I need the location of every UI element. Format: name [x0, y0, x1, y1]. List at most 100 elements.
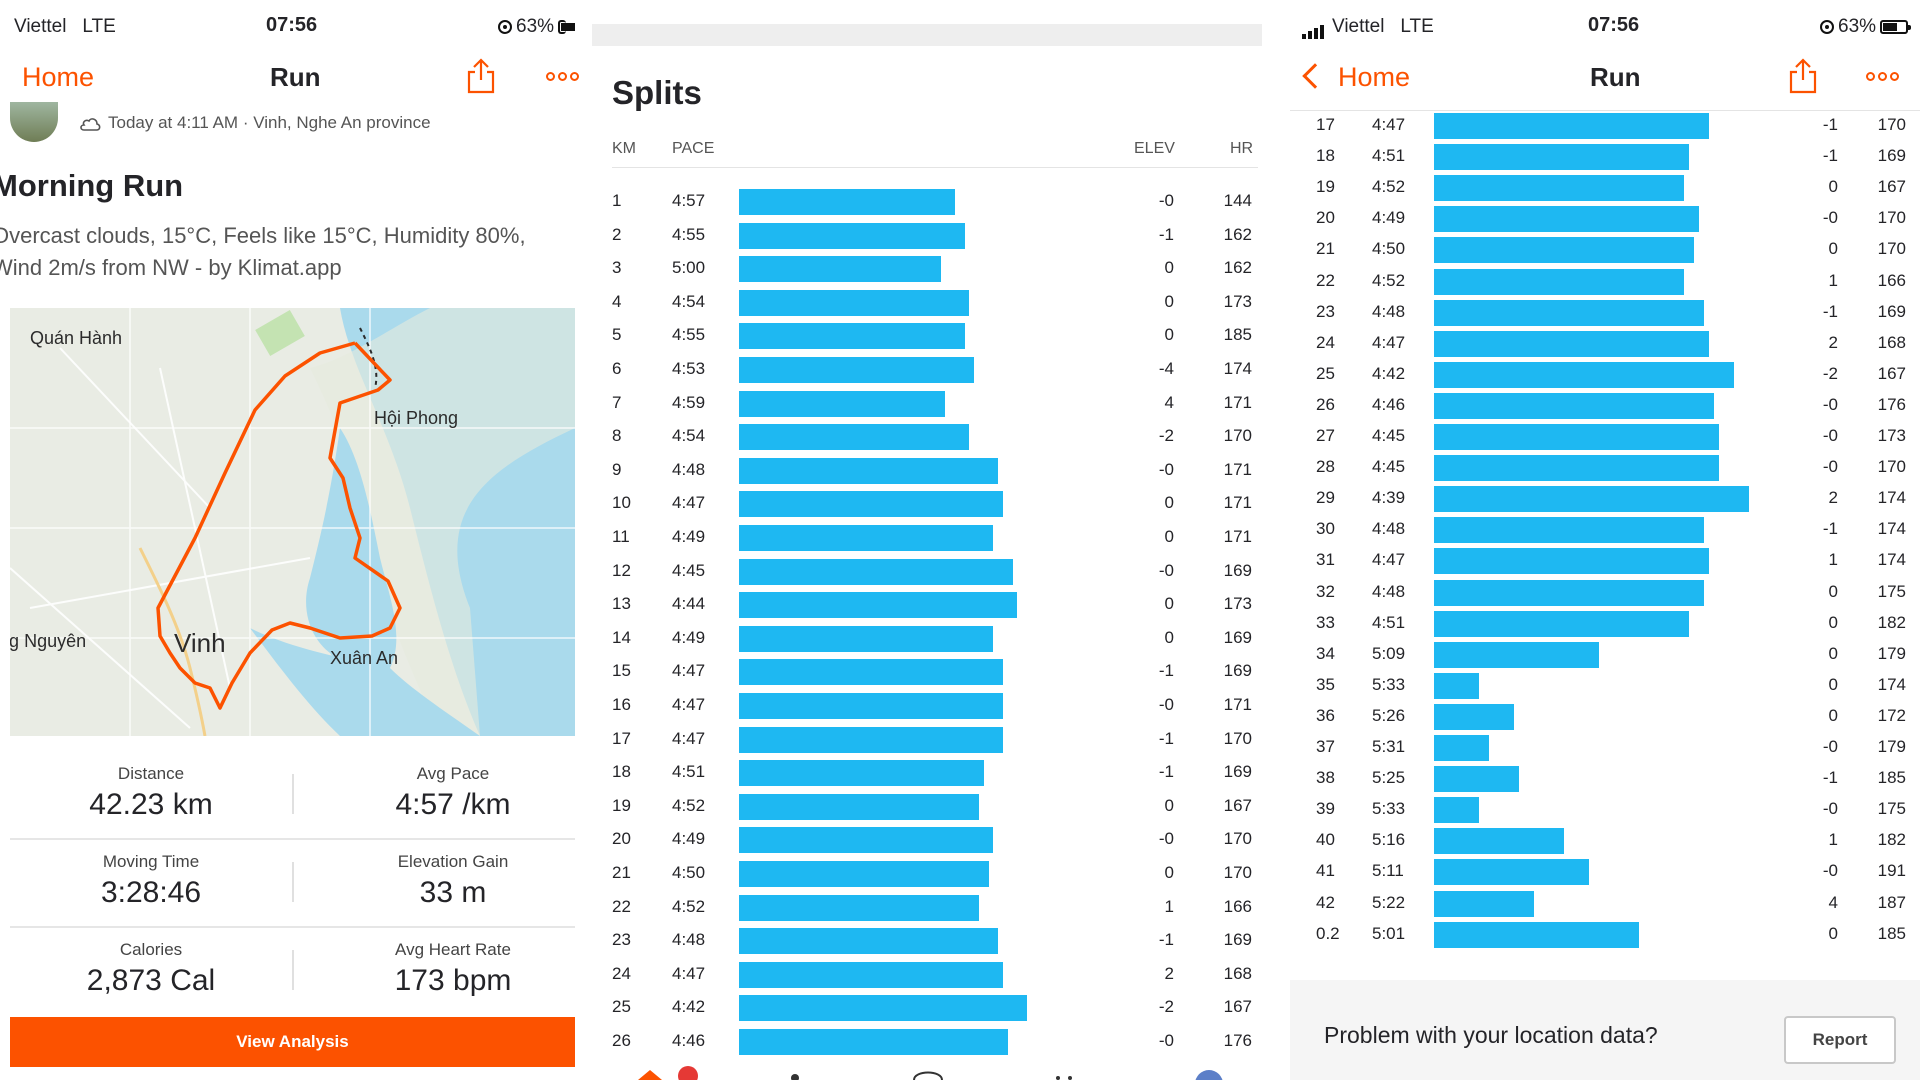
pace-bar: [739, 256, 941, 283]
tab-dot-icon: [791, 1074, 799, 1080]
clock: 07:56: [1588, 14, 1640, 36]
split-km: 15: [612, 661, 631, 681]
split-pace: 5:22: [1372, 892, 1406, 912]
split-hr: 167: [1223, 997, 1252, 1017]
pace-bar: [1434, 237, 1694, 264]
split-pace: 4:55: [672, 325, 706, 345]
split-row: 5 4:55 0 185: [582, 319, 1282, 353]
split-pace: 4:50: [672, 863, 706, 882]
more-options-icon[interactable]: [1866, 72, 1902, 84]
split-elev: -1: [1158, 224, 1174, 244]
split-elev: 0: [1828, 643, 1838, 663]
split-km: 36: [1316, 705, 1335, 725]
split-elev: -1: [1158, 762, 1174, 782]
map-label-vinh: Vinh: [174, 628, 226, 658]
pace-bar: [739, 726, 1003, 753]
pace-bar: [1434, 268, 1684, 295]
split-km: 1: [612, 191, 622, 210]
split-row: 6 4:53 -4 174: [582, 353, 1282, 387]
pace-bar: [739, 928, 999, 955]
split-pace: 4:52: [1372, 177, 1406, 197]
split-km: 6: [612, 359, 622, 378]
split-km: 23: [1316, 301, 1335, 321]
split-km: 40: [1316, 830, 1335, 850]
split-pace: 4:47: [672, 493, 706, 513]
split-pace: 4:48: [672, 459, 706, 479]
stat-value: 4:57 /km: [395, 788, 511, 821]
split-pace: 4:51: [1372, 146, 1406, 166]
split-elev: -0: [1158, 1031, 1174, 1050]
split-hr: 170: [1223, 426, 1252, 446]
split-hr: 173: [1223, 594, 1252, 614]
pace-bar: [739, 592, 1018, 619]
split-elev: -0: [1822, 737, 1838, 756]
pace-bar: [1434, 206, 1699, 233]
split-row: 25 4:42 -2 167: [1282, 358, 1920, 392]
split-pace: 4:54: [672, 291, 706, 311]
pace-bar: [739, 457, 999, 484]
split-row: 16 4:47 -0 171: [582, 689, 1282, 723]
split-hr: 167: [1223, 795, 1252, 815]
split-hr: 170: [1223, 829, 1252, 849]
split-km: 26: [1316, 394, 1335, 414]
split-elev: 0: [1164, 291, 1174, 311]
splits-panel: Splits KM PACE ELEV HR 1 4:57 -0 144 2 4:55 -1…: [582, 0, 1282, 1080]
split-hr: 175: [1877, 581, 1906, 601]
problem-text: Problem with your location data?: [1324, 1022, 1658, 1048]
pace-bar: [739, 995, 1027, 1022]
pace-bar: [1434, 797, 1479, 824]
home-back-link[interactable]: Home: [22, 62, 95, 92]
split-elev: 0: [1164, 325, 1174, 345]
split-pace: 4:47: [1372, 332, 1406, 352]
route-map[interactable]: Quán Hành Hội Phong Hưng Nguyên Vinh Xuâ…: [10, 308, 575, 736]
split-row: 21 4:50 0 170: [1282, 233, 1920, 267]
avatar[interactable]: [10, 102, 58, 142]
split-hr: 168: [1877, 332, 1906, 352]
split-km: 33: [1316, 612, 1335, 632]
split-elev: -2: [1822, 363, 1838, 383]
split-row: 0.2 5:01 0 185: [1282, 918, 1920, 952]
split-pace: 5:26: [1372, 705, 1406, 725]
battery-icon: [1880, 20, 1912, 34]
col-header-km: KM: [612, 140, 636, 157]
split-km: 22: [612, 896, 631, 916]
split-row: 24 4:47 2 168: [582, 958, 1282, 992]
stats-row-1: Distance 42.23 km Avg Pace 4:57 /km: [10, 752, 575, 840]
home-back-link[interactable]: Home: [1302, 62, 1410, 93]
split-km: 26: [612, 1031, 631, 1050]
split-km: 42: [1316, 892, 1335, 912]
split-elev: -1: [1822, 768, 1838, 788]
more-options-icon[interactable]: [546, 72, 582, 84]
split-row: 27 4:45 -0 173: [1282, 420, 1920, 454]
report-button[interactable]: Report: [1784, 1016, 1896, 1064]
orientation-lock-icon: [498, 20, 512, 34]
split-hr: 179: [1877, 643, 1906, 663]
split-km: 35: [1316, 674, 1335, 694]
cloud-icon: [80, 118, 101, 131]
pace-bar: [739, 894, 979, 921]
view-analysis-button[interactable]: View Analysis: [10, 1017, 575, 1067]
share-icon[interactable]: [1788, 58, 1818, 94]
share-icon[interactable]: [466, 58, 496, 94]
split-pace: 4:59: [672, 392, 706, 412]
stat-avg-pace: Avg Pace 4:57 /km: [312, 764, 582, 822]
split-pace: 4:48: [1372, 519, 1406, 539]
split-elev: 1: [1164, 896, 1174, 916]
split-hr: 169: [1223, 560, 1252, 580]
split-row: 23 4:48 -1 169: [582, 924, 1282, 958]
pace-bar: [739, 491, 1003, 518]
status-bar: Viettel LTE 07:56 63%: [1282, 0, 1920, 52]
split-elev: -2: [1158, 426, 1174, 446]
carrier-name: Viettel: [1332, 16, 1385, 37]
split-row: 1 4:57 -0 144: [582, 185, 1282, 219]
split-km: 18: [612, 762, 631, 782]
activity-title: Morning Run: [0, 168, 184, 203]
split-row: 39 5:33 -0 175: [1282, 793, 1920, 827]
split-elev: 0: [1828, 612, 1838, 632]
split-hr: 182: [1877, 612, 1906, 632]
splits-heading: Splits: [612, 74, 702, 111]
split-pace: 4:47: [1372, 550, 1406, 570]
split-km: 14: [612, 627, 631, 647]
pace-bar: [739, 1029, 1008, 1055]
split-row: 26 4:46 -0 176: [582, 1025, 1282, 1059]
